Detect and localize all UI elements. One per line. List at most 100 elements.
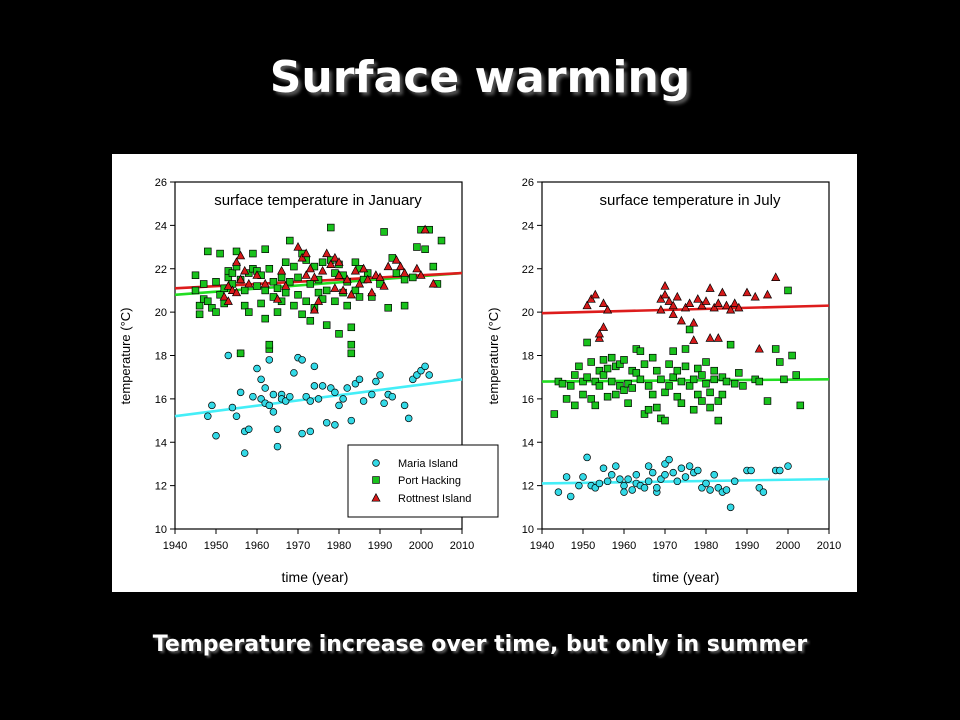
point-port-hacking xyxy=(796,401,805,410)
point-rottnest-island xyxy=(236,274,246,284)
point-maria-island xyxy=(653,484,661,492)
point-maria-island xyxy=(306,397,315,405)
point-maria-island xyxy=(620,481,628,490)
point-port-hacking xyxy=(294,291,302,299)
point-maria-island xyxy=(339,395,347,403)
y-axis-label-january: temperature (°C) xyxy=(118,308,133,405)
point-port-hacking xyxy=(322,321,331,329)
point-port-hacking xyxy=(702,358,710,366)
point-port-hacking xyxy=(694,364,702,373)
y-tick-label: 24 xyxy=(155,220,167,232)
point-port-hacking xyxy=(286,278,294,286)
y-tick-label: 18 xyxy=(522,351,534,363)
point-port-hacking xyxy=(587,395,595,403)
point-rottnest-island xyxy=(297,252,307,262)
point-maria-island xyxy=(776,466,784,475)
point-maria-island xyxy=(562,473,571,481)
point-maria-island xyxy=(759,488,768,496)
y-tick-label: 20 xyxy=(522,307,534,319)
point-port-hacking xyxy=(603,392,612,401)
point-port-hacking xyxy=(735,369,743,377)
point-maria-island xyxy=(212,431,220,440)
point-maria-island xyxy=(359,397,368,405)
point-rottnest-island xyxy=(223,296,233,305)
point-rottnest-island xyxy=(219,291,229,301)
point-maria-island xyxy=(665,455,673,464)
point-port-hacking xyxy=(620,386,628,394)
point-port-hacking xyxy=(792,371,800,379)
point-maria-island xyxy=(236,388,245,397)
point-maria-island xyxy=(726,503,735,512)
point-maria-island xyxy=(661,471,669,479)
point-port-hacking xyxy=(302,297,310,306)
point-rottnest-island xyxy=(383,261,393,271)
point-maria-island xyxy=(253,364,261,373)
point-port-hacking xyxy=(636,347,645,355)
point-port-hacking xyxy=(208,304,216,312)
point-port-hacking xyxy=(437,236,446,245)
point-rottnest-island xyxy=(709,302,719,312)
point-port-hacking xyxy=(722,377,731,386)
point-port-hacking xyxy=(191,286,200,295)
point-port-hacking xyxy=(788,351,796,360)
point-rottnest-island xyxy=(680,302,691,312)
y-tick-label: 22 xyxy=(522,264,534,276)
point-port-hacking xyxy=(429,262,438,271)
point-rottnest-island xyxy=(338,285,348,294)
point-rottnest-island xyxy=(713,298,723,307)
point-port-hacking xyxy=(281,258,290,266)
chart-title-january: surface temperature in January xyxy=(214,192,422,209)
point-rottnest-island xyxy=(309,272,319,281)
point-port-hacking xyxy=(277,273,286,282)
legend-marker-rottnest-island xyxy=(371,492,381,502)
point-port-hacking xyxy=(306,280,315,288)
point-port-hacking xyxy=(380,228,388,236)
point-port-hacking xyxy=(771,345,780,353)
point-port-hacking xyxy=(763,397,772,405)
point-port-hacking xyxy=(351,286,360,295)
point-maria-island xyxy=(306,427,315,436)
point-maria-island xyxy=(579,473,587,481)
point-port-hacking xyxy=(579,377,587,386)
point-port-hacking xyxy=(392,269,401,277)
point-rottnest-island xyxy=(656,294,666,303)
point-rottnest-island xyxy=(668,309,678,318)
x-tick-label: 1990 xyxy=(368,540,392,552)
point-maria-island xyxy=(273,425,282,433)
point-port-hacking xyxy=(628,384,636,392)
point-rottnest-island xyxy=(326,259,336,268)
x-tick-label: 1960 xyxy=(245,540,269,552)
point-maria-island xyxy=(273,442,282,451)
point-port-hacking xyxy=(607,353,616,362)
point-rottnest-island xyxy=(594,333,604,342)
point-port-hacking xyxy=(694,390,702,399)
point-maria-island xyxy=(265,401,274,410)
point-port-hacking xyxy=(286,236,294,245)
point-port-hacking xyxy=(706,388,714,397)
point-rottnest-island xyxy=(272,294,283,303)
point-rottnest-island xyxy=(252,270,262,279)
point-port-hacking xyxy=(265,264,274,273)
point-maria-island xyxy=(310,382,319,390)
point-port-hacking xyxy=(640,410,649,418)
y-tick-label: 16 xyxy=(155,394,167,406)
point-port-hacking xyxy=(347,323,356,332)
point-maria-island xyxy=(318,382,327,390)
legend-label-rottnest: Rottnest Island xyxy=(398,493,471,505)
point-port-hacking xyxy=(620,356,628,364)
point-maria-island xyxy=(261,384,269,392)
legend-label-maria: Maria Island xyxy=(398,458,458,470)
point-port-hacking xyxy=(616,382,624,390)
point-maria-island xyxy=(685,462,694,470)
point-port-hacking xyxy=(583,373,591,381)
point-port-hacking xyxy=(636,375,645,384)
point-port-hacking xyxy=(685,325,694,334)
x-tick-label: 1950 xyxy=(204,540,228,552)
y-tick-label: 10 xyxy=(522,524,534,536)
point-maria-island xyxy=(347,416,356,425)
point-port-hacking xyxy=(281,288,290,297)
point-rottnest-island xyxy=(762,289,773,299)
point-port-hacking xyxy=(755,377,764,386)
x-axis-label-january: time (year) xyxy=(282,569,349,585)
point-port-hacking xyxy=(710,366,718,375)
